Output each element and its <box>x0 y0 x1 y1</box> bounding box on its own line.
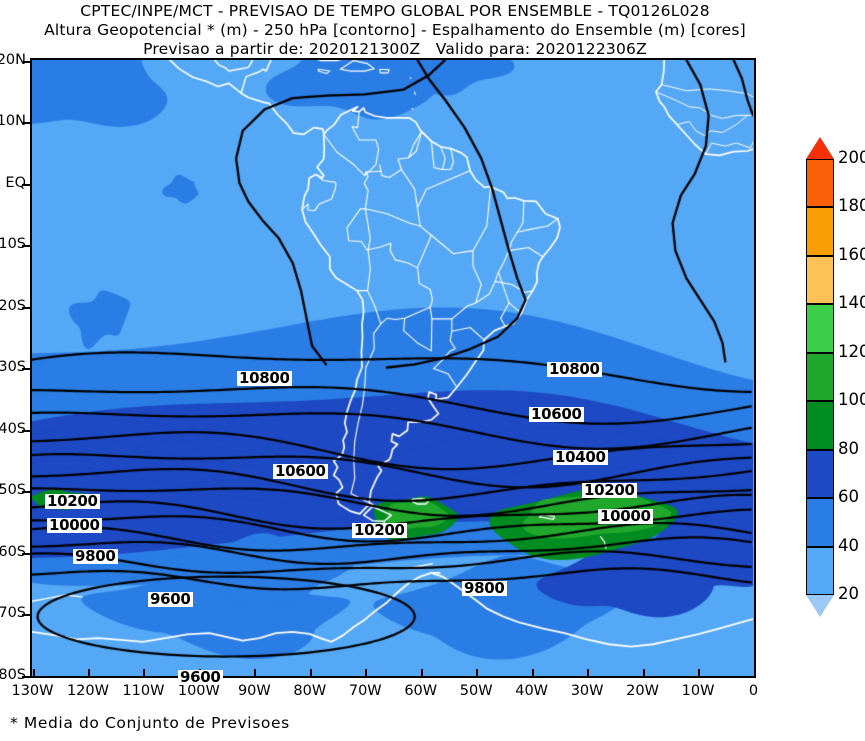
x-tick-label-90w: 90W <box>237 683 271 699</box>
colorbar-band-140-160 <box>806 255 834 305</box>
x-tick-mark <box>642 669 645 678</box>
colorbar-under-arrow <box>806 595 834 617</box>
x-tick-mark <box>420 669 423 678</box>
contour-label-10800: 10800 <box>547 360 602 378</box>
colorbar-band-80-100 <box>806 401 834 450</box>
colorbar-band-20-40 <box>806 546 834 595</box>
contour-label-10000: 10000 <box>598 507 653 525</box>
contour-label-9800: 9800 <box>73 547 118 565</box>
colorbar-tick-200: 200 <box>838 148 865 167</box>
y-tick-label-10s: 10S <box>0 236 26 252</box>
x-tick-label-130w: 130W <box>11 683 54 699</box>
y-tick-mark <box>22 675 31 678</box>
contour-label-10000: 10000 <box>47 516 102 534</box>
x-tick-mark <box>698 669 701 678</box>
x-tick-mark <box>309 669 312 678</box>
colorbar-over-arrow-outline <box>806 137 834 159</box>
colorbar-tick-80: 80 <box>838 438 859 458</box>
y-tick-mark <box>22 183 31 186</box>
y-tick-label-20n: 20N <box>0 51 26 68</box>
x-tick-mark <box>476 669 479 678</box>
title-line-2: Altura Geopotencial * (m) - 250 hPa [con… <box>44 21 746 39</box>
y-tick-mark <box>22 429 31 432</box>
x-tick-label-40w: 40W <box>515 683 549 699</box>
contour-label-10600: 10600 <box>529 405 584 423</box>
colorbar-tick-100: 100 <box>838 390 865 410</box>
colorbar-band-160-180 <box>806 207 834 256</box>
colorbar-tick-60: 60 <box>838 487 859 507</box>
contour-label-9600: 9600 <box>148 590 193 608</box>
x-tick-label-10w: 10W <box>681 683 715 699</box>
y-tick-label-70s: 70S <box>0 605 26 621</box>
contour-label-9800: 9800 <box>462 579 507 597</box>
y-tick-mark <box>22 614 31 616</box>
y-tick-label-40s: 40S <box>0 420 26 437</box>
x-tick-mark <box>32 669 35 678</box>
map-plot-area <box>30 58 756 678</box>
contour-label-10200: 10200 <box>352 521 407 539</box>
title-line-1: CPTEC/INPE/MCT - PREVISAO DE TEMPO GLOBA… <box>80 2 710 20</box>
colorbar-tick-120: 120 <box>838 341 865 361</box>
y-tick-label-20s: 20S <box>0 297 26 314</box>
x-tick-label-50w: 50W <box>459 683 493 699</box>
x-tick-label-110w: 110W <box>122 683 165 699</box>
x-tick-label-0: 0 <box>748 683 759 699</box>
colorbar-band-100-120 <box>806 352 834 402</box>
x-tick-label-30w: 30W <box>570 683 604 699</box>
colorbar-band-60-80 <box>806 449 834 499</box>
x-tick-mark <box>254 669 257 678</box>
colorbar-band-180-200 <box>806 159 834 208</box>
x-tick-mark <box>753 669 756 678</box>
y-tick-label-50s: 50S <box>0 482 26 498</box>
chart-header: CPTEC/INPE/MCT - PREVISAO DE TEMPO GLOBA… <box>0 0 790 59</box>
y-tick-mark <box>22 306 31 309</box>
y-tick-label-10n: 10N <box>0 113 26 129</box>
colorbar-tick-20: 20 <box>838 584 859 603</box>
x-tick-label-20w: 20W <box>626 683 659 699</box>
x-tick-mark <box>143 669 146 678</box>
x-tick-mark <box>587 669 590 678</box>
colorbar: 20 40 60 80 100 120 140 160 180 200 <box>806 137 865 617</box>
y-tick-mark <box>22 60 31 63</box>
x-tick-mark <box>531 669 534 678</box>
x-tick-label-120w: 120W <box>66 683 109 699</box>
x-tick-label-70w: 70W <box>348 683 382 699</box>
colorbar-tick-140: 140 <box>838 293 865 313</box>
colorbar-tick-180: 180 <box>838 196 865 216</box>
colorbar-tick-160: 160 <box>838 244 865 264</box>
ensemble-spread-map <box>32 60 753 675</box>
contour-label-10200: 10200 <box>582 481 637 499</box>
x-tick-mark <box>87 669 90 678</box>
y-tick-label-60s: 60S <box>0 543 26 560</box>
colorbar-tick-40: 40 <box>838 535 859 555</box>
footer-note: * Media do Conjunto de Previsoes <box>10 714 290 732</box>
x-tick-label-60w: 60W <box>404 683 438 699</box>
title-line-3: Previsao a partir de: 2020121300Z Valido… <box>143 40 647 58</box>
colorbar-band-40-60 <box>806 498 834 547</box>
y-tick-mark <box>22 245 31 247</box>
y-tick-mark <box>22 491 31 493</box>
contour-label-10800: 10800 <box>237 369 292 387</box>
y-tick-mark <box>22 368 31 370</box>
y-tick-label-eq: EQ <box>5 174 26 191</box>
y-tick-label-30s: 30S <box>0 359 26 375</box>
colorbar-band-120-140 <box>806 304 834 353</box>
contour-label-10400: 10400 <box>553 448 608 466</box>
y-tick-mark <box>22 552 31 555</box>
x-tick-label-80w: 80W <box>293 683 327 699</box>
y-tick-label-80s: 80S <box>0 666 26 683</box>
x-tick-mark <box>365 669 368 678</box>
contour-label-10200: 10200 <box>45 492 100 510</box>
contour-label-10600: 10600 <box>273 462 328 480</box>
contour-label-9600: 9600 <box>178 668 223 686</box>
x-tick-label-100w: 100W <box>177 683 220 699</box>
y-tick-mark <box>22 122 31 124</box>
